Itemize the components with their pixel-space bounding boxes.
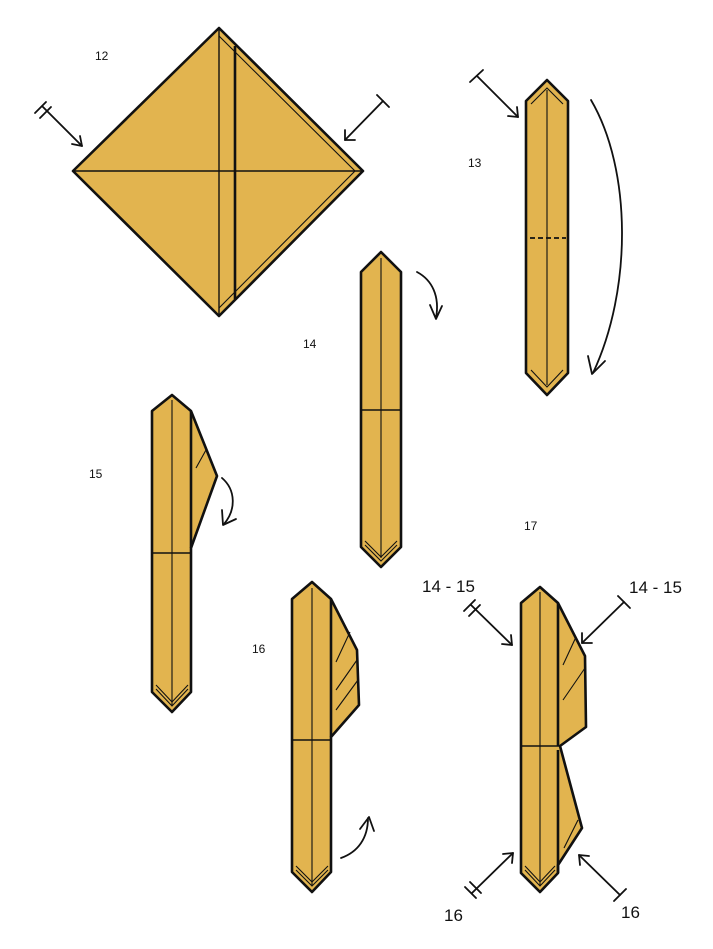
strip-outline <box>290 580 361 894</box>
strip-bottom-layer <box>530 369 564 388</box>
step-15-paper <box>150 393 219 714</box>
flap-crease <box>562 667 586 701</box>
step-13: 13 <box>468 69 623 397</box>
curved-arrow-icon <box>416 271 443 320</box>
curved-arrow-icon <box>340 816 375 859</box>
step-14: 14 <box>303 250 443 569</box>
step-13-label: 13 <box>468 156 482 170</box>
step-14-label: 14 <box>303 337 317 351</box>
flap-crease <box>335 631 351 663</box>
step-17: 17 14 - 15 14 - 15 16 16 <box>422 519 682 925</box>
flap-crease <box>335 679 359 711</box>
step-15: 15 <box>89 393 237 714</box>
strip-outline <box>519 585 588 894</box>
curved-arrow-icon <box>587 99 623 375</box>
step-17-label: 17 <box>524 519 538 533</box>
push-arrow-icon <box>463 599 513 646</box>
push-arrow-icon <box>34 101 83 147</box>
step-12-paper <box>71 26 365 318</box>
step-17-paper <box>519 585 588 894</box>
curved-arrow-icon <box>221 477 237 526</box>
push-arrow-icon <box>581 595 631 644</box>
push-arrow-icon <box>464 852 514 899</box>
push-arrow-icon <box>469 69 519 118</box>
strip-bottom-layer <box>524 869 556 887</box>
step-16-paper <box>290 580 361 894</box>
strip-bottom-layer <box>155 688 189 707</box>
push-arrow-icon <box>344 94 390 141</box>
step-14-paper <box>359 250 403 569</box>
step-13-paper <box>524 78 570 397</box>
ref-label-bottom-left: 16 <box>444 906 463 925</box>
square-base-outline <box>71 26 365 318</box>
step-12-label: 12 <box>95 49 109 63</box>
flap-crease <box>195 449 207 469</box>
strip-top-layer <box>530 87 564 105</box>
step-15-label: 15 <box>89 467 103 481</box>
step-16-label: 16 <box>252 642 266 656</box>
ref-label-bottom-right: 16 <box>621 903 640 922</box>
strip-bottom-layer <box>524 865 556 883</box>
strip-bottom-layer <box>155 684 189 703</box>
push-arrow-icon <box>578 854 627 902</box>
strip-bottom-layer <box>295 869 329 887</box>
step-12: 12 <box>34 26 390 318</box>
ref-label-top-left: 14 - 15 <box>422 577 475 596</box>
flap-crease <box>562 636 577 666</box>
flap-crease <box>335 659 358 691</box>
ref-label-top-right: 14 - 15 <box>629 578 682 597</box>
strip-bottom-layer <box>295 865 329 883</box>
strip-bottom-layer <box>364 544 398 562</box>
step-16: 16 <box>252 580 375 894</box>
flap-crease <box>563 819 579 849</box>
